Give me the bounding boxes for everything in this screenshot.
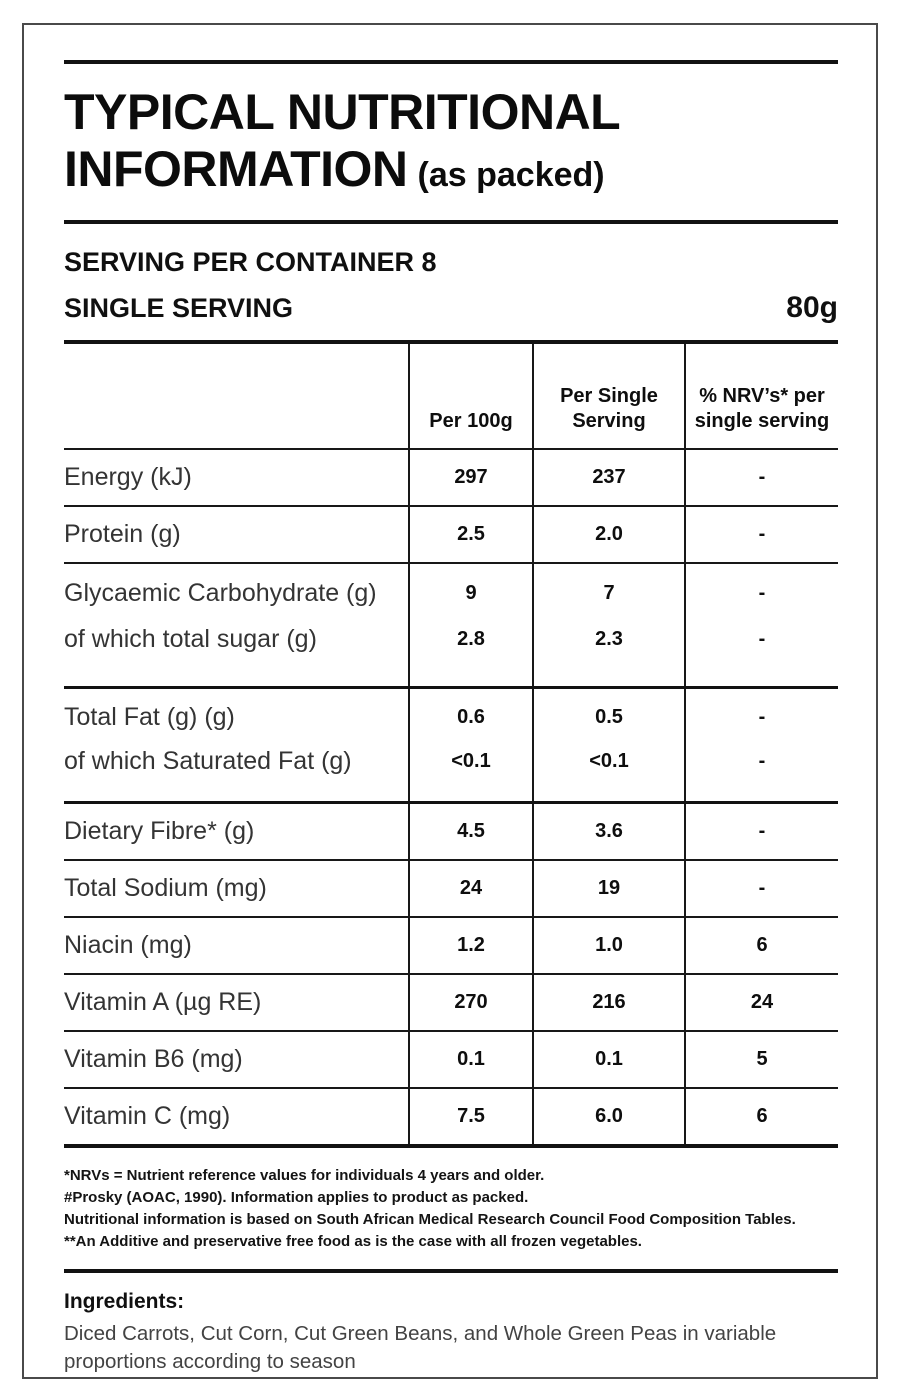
value-per-100g: 0.6	[457, 705, 485, 728]
single-serving-weight: 80g	[786, 291, 838, 324]
nutrient-name-group: Total Fat (g) (g) of which Saturated Fat…	[64, 689, 408, 801]
value-per-100g: 4.5	[408, 804, 532, 859]
title-line-2-main: INFORMATION	[64, 141, 408, 197]
title-suffix: (as packed)	[417, 156, 605, 194]
table-row-vitamin-b6: Vitamin B6 (mg) 0.1 0.1 5	[64, 1032, 838, 1089]
nutrient-name: Total Sodium (mg)	[64, 874, 267, 902]
value-per-serving: 216	[532, 975, 684, 1030]
value-per-serving: 19	[532, 861, 684, 916]
nutrient-name-sub: of which total sugar (g)	[64, 624, 317, 653]
value-per-serving: 3.6	[532, 804, 684, 859]
value-nrv: 6	[684, 918, 838, 973]
nutrient-name-group: Glycaemic Carbohydrate (g) of which tota…	[64, 564, 408, 686]
value-per-100g: 24	[408, 861, 532, 916]
header-per-100g: Per 100g	[408, 344, 532, 448]
table-row-total-sodium: Total Sodium (mg) 24 19 -	[64, 861, 838, 918]
table-row-niacin: Niacin (mg) 1.2 1.0 6	[64, 918, 838, 975]
header-per-serving: Per Single Serving	[532, 344, 684, 448]
value-nrv: -	[758, 705, 766, 728]
value-nrv: -	[758, 581, 766, 604]
value-nrv: 24	[684, 975, 838, 1030]
nutrient-name: Vitamin B6 (mg)	[64, 1045, 243, 1073]
value-per-100g: 7.5	[408, 1089, 532, 1144]
value-per-100g-sub: <0.1	[451, 749, 491, 772]
rule-under-title	[64, 220, 838, 224]
value-nrv: -	[684, 450, 838, 505]
nutrient-name: Vitamin A (µg RE)	[64, 988, 262, 1016]
single-serving-label: SINGLE SERVING	[64, 293, 294, 323]
table-row-fat-group: Total Fat (g) (g) of which Saturated Fat…	[64, 689, 838, 804]
label-title: TYPICAL NUTRITIONAL INFORMATION (as packe…	[64, 84, 838, 204]
footnote-prosky: #Prosky (AOAC, 1990). Information applie…	[64, 1189, 529, 1206]
single-serving-row: SINGLE SERVING 80g	[64, 292, 838, 324]
value-per-serving-group: 0.5 <0.1	[532, 689, 684, 801]
label-border-frame	[22, 23, 878, 1379]
nutrient-name-sub: of which Saturated Fat (g)	[64, 746, 352, 775]
nutrition-table: Per 100g Per Single Serving % NRV’s* per…	[64, 340, 838, 1148]
value-per-100g: 1.2	[408, 918, 532, 973]
ingredients-section: Ingredients: Diced Carrots, Cut Corn, Cu…	[64, 1289, 838, 1376]
value-nrv-group: - -	[684, 564, 838, 686]
value-per-serving-sub: 2.3	[595, 627, 623, 650]
value-nrv: -	[684, 507, 838, 562]
value-per-serving: 6.0	[532, 1089, 684, 1144]
value-nrv-sub: -	[758, 749, 766, 772]
value-nrv-group: - -	[684, 689, 838, 801]
table-row-vitamin-c: Vitamin C (mg) 7.5 6.0 6	[64, 1089, 838, 1144]
value-per-100g-group: 0.6 <0.1	[408, 689, 532, 801]
nutrient-name: Dietary Fibre* (g)	[64, 817, 255, 845]
nutrient-name: Total Fat (g) (g)	[64, 702, 235, 731]
table-row-protein: Protein (g) 2.5 2.0 -	[64, 507, 838, 564]
value-nrv: -	[684, 804, 838, 859]
footnote-additive: **An Additive and preservative free food…	[64, 1233, 642, 1250]
value-per-serving-group: 7 2.3	[532, 564, 684, 686]
nutrient-name: Glycaemic Carbohydrate (g)	[64, 578, 377, 607]
rule-above-ingredients	[64, 1269, 838, 1273]
value-per-serving: 0.1	[532, 1032, 684, 1087]
value-per-serving: 0.5	[595, 705, 623, 728]
header-nutrient-cell	[64, 344, 408, 448]
value-per-100g: 297	[408, 450, 532, 505]
value-per-100g: 0.1	[408, 1032, 532, 1087]
nutrient-name: Niacin (mg)	[64, 931, 192, 959]
footnote-source: Nutritional information is based on Sout…	[64, 1211, 796, 1228]
value-per-100g-sub: 2.8	[457, 627, 485, 650]
nutrient-name: Energy (kJ)	[64, 463, 192, 491]
table-row-dietary-fibre: Dietary Fibre* (g) 4.5 3.6 -	[64, 804, 838, 861]
value-per-serving: 2.0	[532, 507, 684, 562]
value-per-serving-sub: <0.1	[589, 749, 629, 772]
footnotes: *NRVs = Nutrient reference values for in…	[64, 1165, 838, 1253]
rule-top	[64, 60, 838, 64]
value-per-100g: 270	[408, 975, 532, 1030]
label-content: TYPICAL NUTRITIONAL INFORMATION (as packe…	[64, 60, 838, 1376]
header-nrv: % NRV’s* per single serving	[684, 344, 838, 448]
value-nrv: 6	[684, 1089, 838, 1144]
title-line-2: INFORMATION (as packed)	[64, 141, 838, 204]
ingredients-heading: Ingredients:	[64, 1290, 185, 1313]
serving-per-container: SERVING PER CONTAINER 8	[64, 247, 437, 277]
value-per-serving: 237	[532, 450, 684, 505]
value-nrv: -	[684, 861, 838, 916]
footnote-nrv: *NRVs = Nutrient reference values for in…	[64, 1167, 545, 1184]
value-nrv-sub: -	[758, 627, 766, 650]
value-per-100g: 9	[465, 581, 477, 604]
value-per-serving: 7	[603, 581, 615, 604]
value-per-100g: 2.5	[408, 507, 532, 562]
table-row-energy: Energy (kJ) 297 237 -	[64, 450, 838, 507]
value-nrv: 5	[684, 1032, 838, 1087]
title-line-1: TYPICAL NUTRITIONAL	[64, 84, 621, 140]
table-header-row: Per 100g Per Single Serving % NRV’s* per…	[64, 344, 838, 450]
table-row-vitamin-a: Vitamin A (µg RE) 270 216 24	[64, 975, 838, 1032]
value-per-100g-group: 9 2.8	[408, 564, 532, 686]
table-row-carbohydrate-group: Glycaemic Carbohydrate (g) of which tota…	[64, 564, 838, 689]
ingredients-text: Diced Carrots, Cut Corn, Cut Green Beans…	[64, 1322, 777, 1373]
nutrient-name: Vitamin C (mg)	[64, 1102, 231, 1130]
value-per-serving: 1.0	[532, 918, 684, 973]
nutrient-name: Protein (g)	[64, 520, 181, 548]
